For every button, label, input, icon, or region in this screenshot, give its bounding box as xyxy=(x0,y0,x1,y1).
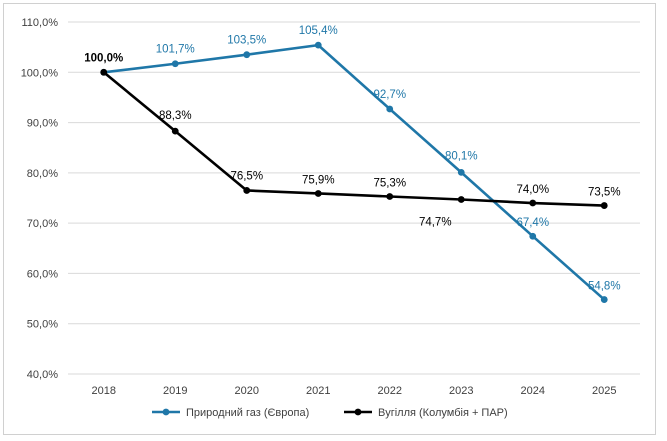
data-label: 100,0% xyxy=(84,52,123,64)
data-point xyxy=(529,232,537,240)
series-line-1 xyxy=(102,71,605,207)
data-label: 74,7% xyxy=(419,217,452,229)
data-point xyxy=(243,187,251,194)
x-tick-label: 2019 xyxy=(163,385,187,397)
data-point xyxy=(171,127,179,135)
y-tick-label: 70,0% xyxy=(27,218,58,230)
x-tick-label: 2022 xyxy=(378,385,402,397)
data-label: 54,8% xyxy=(588,281,621,293)
legend-entry-1: Вугілля (Колумбія + ПАР) xyxy=(378,407,508,419)
legend-entry-0: Природний газ (Європа) xyxy=(186,407,309,419)
x-tick-label: 2021 xyxy=(306,385,330,397)
y-tick-label: 80,0% xyxy=(27,168,58,180)
data-point xyxy=(600,202,608,209)
y-tick-label: 90,0% xyxy=(27,118,58,130)
data-label: 92,7% xyxy=(373,89,406,101)
data-label: 80,1% xyxy=(445,150,478,162)
y-tick-label: 40,0% xyxy=(27,369,58,381)
data-label: 75,9% xyxy=(302,174,335,186)
y-tick-label: 60,0% xyxy=(27,268,58,280)
x-axis: 2018 2019 2020 2021 2022 2023 2024 2025 xyxy=(92,385,617,397)
data-point xyxy=(100,68,108,76)
series-lines xyxy=(100,41,608,303)
x-tick-label: 2023 xyxy=(449,385,473,397)
data-point xyxy=(314,190,322,197)
data-point xyxy=(171,60,179,68)
data-label: 67,4% xyxy=(516,217,549,229)
data-point xyxy=(314,41,322,49)
x-tick-label: 2025 xyxy=(592,385,616,397)
data-point xyxy=(243,51,251,59)
gridlines xyxy=(68,21,640,375)
x-tick-label: 2020 xyxy=(235,385,259,397)
data-label: 74,0% xyxy=(516,184,549,196)
legend: Природний газ (Європа) Вугілля (Колумбія … xyxy=(152,407,508,419)
data-label: 88,3% xyxy=(159,110,192,122)
x-tick-label: 2018 xyxy=(92,385,116,397)
x-tick-label: 2024 xyxy=(521,385,545,397)
data-label: 73,5% xyxy=(588,187,621,199)
data-label: 75,3% xyxy=(373,177,406,189)
y-axis: 40,0% 50,0% 60,0% 70,0% 80,0% 90,0% 100,0% 110,… xyxy=(21,17,59,381)
legend-marker-0 xyxy=(162,408,170,416)
data-point xyxy=(457,168,465,176)
chart-frame xyxy=(3,3,656,435)
data-label: 103,5% xyxy=(227,35,266,47)
y-tick-label: 100,0% xyxy=(21,67,59,79)
data-point xyxy=(529,199,537,207)
data-point xyxy=(600,296,608,303)
data-label: 105,4% xyxy=(299,25,338,37)
data-label: 76,5% xyxy=(230,170,263,182)
y-tick-label: 110,0% xyxy=(22,17,59,29)
data-point xyxy=(386,105,394,113)
data-point xyxy=(386,193,394,200)
data-label: 101,7% xyxy=(156,44,195,56)
data-point xyxy=(457,196,465,203)
data-labels: 101,7% 103,5% 105,4% 92,7% 80,1% 67,4% 54,8% 10… xyxy=(84,25,620,292)
y-tick-label: 50,0% xyxy=(27,319,58,331)
series-line-0 xyxy=(103,43,606,301)
legend-marker-1 xyxy=(354,408,362,416)
